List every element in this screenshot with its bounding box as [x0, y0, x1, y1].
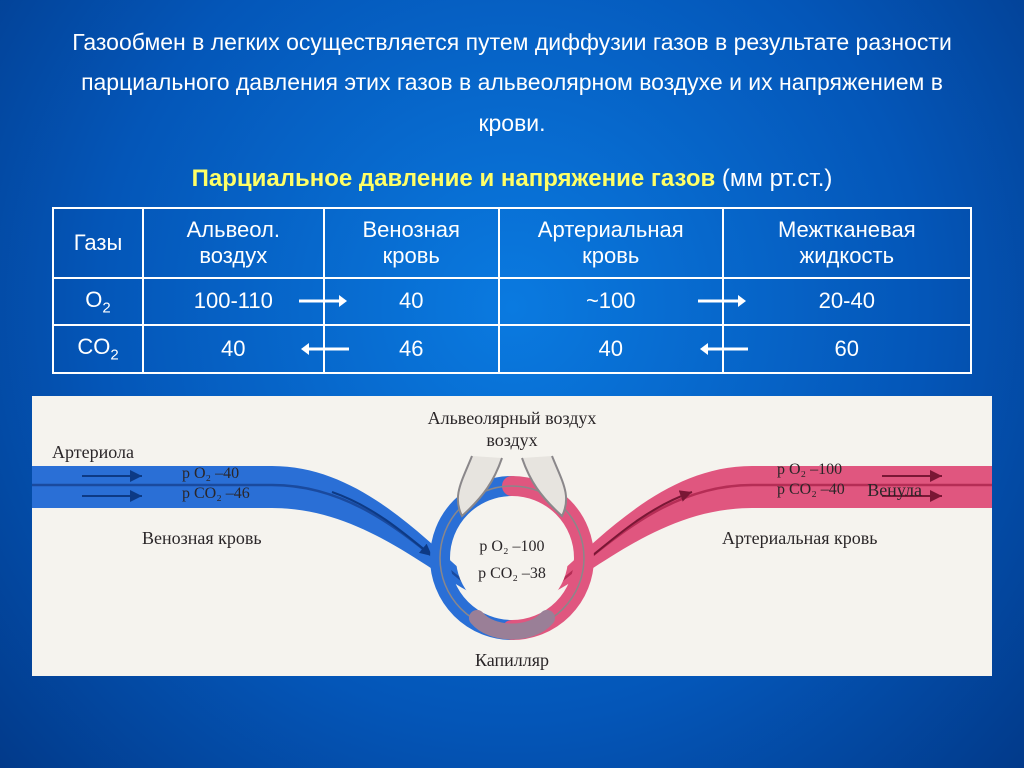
left-pco2: p CO₂ –46 [182, 485, 250, 502]
intro-text: Газообмен в легких осуществляется путем … [0, 0, 1024, 151]
table-row: O2 100-110 40 ~100 20-40 [53, 278, 971, 325]
alveolus [456, 502, 568, 614]
gas-o2: O2 [53, 278, 143, 325]
alveolar-air-label2: воздух [486, 430, 537, 450]
th-venous: Венозная кровь [324, 208, 499, 278]
cell: 60 [723, 325, 971, 372]
cell: ~100 [499, 278, 723, 325]
gas-co2: CO2 [53, 325, 143, 372]
venous-blood-label: Венозная кровь [142, 528, 262, 548]
venule-label: Венула [867, 480, 922, 500]
table-row: CO2 40 46 40 60 [53, 325, 971, 372]
alveolar-air-label: Альвеолярный воздух [428, 408, 597, 428]
alveolus-diagram: Артериола p O₂ –40 p CO₂ –46 Венозная кр… [32, 396, 992, 676]
subtitle-main: Парциальное давление и напряжение газов [192, 165, 716, 192]
th-arterial: Артериальная кровь [499, 208, 723, 278]
right-pco2: p CO₂ –40 [777, 481, 845, 498]
gas-table: Газы Альвеол. воздух Венозная кровь Арте… [52, 207, 972, 374]
cell: 40 [499, 325, 723, 372]
center-po2: p O₂ –100 [479, 538, 544, 555]
right-po2: p O₂ –100 [777, 461, 842, 478]
th-interstitial: Межтканевая жидкость [723, 208, 971, 278]
cell: 40 [324, 278, 499, 325]
subtitle-units: (мм рт.ст.) [722, 165, 832, 192]
cell: 40 [143, 325, 324, 372]
arterial-blood-label: Артериальная кровь [722, 528, 877, 548]
cell: 46 [324, 325, 499, 372]
th-gas: Газы [53, 208, 143, 278]
capillary-label: Капилляр [475, 650, 549, 670]
cell: 100-110 [143, 278, 324, 325]
left-po2: p O₂ –40 [182, 465, 239, 482]
subtitle: Парциальное давление и напряжение газов … [0, 165, 1024, 193]
center-pco2: p CO₂ –38 [478, 565, 546, 582]
arteriole-label: Артериола [52, 442, 134, 462]
th-alveolar: Альвеол. воздух [143, 208, 324, 278]
table-header-row: Газы Альвеол. воздух Венозная кровь Арте… [53, 208, 971, 278]
cell: 20-40 [723, 278, 971, 325]
